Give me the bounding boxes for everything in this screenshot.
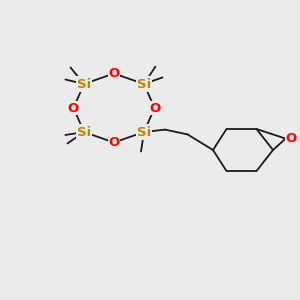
Text: O: O: [285, 132, 297, 145]
Text: O: O: [68, 101, 79, 115]
Text: O: O: [149, 101, 160, 115]
Text: O: O: [108, 67, 120, 80]
Text: Si: Si: [77, 77, 91, 91]
Text: Si: Si: [137, 77, 151, 91]
Text: Si: Si: [77, 125, 91, 139]
Text: Si: Si: [137, 125, 151, 139]
Text: O: O: [108, 136, 120, 149]
